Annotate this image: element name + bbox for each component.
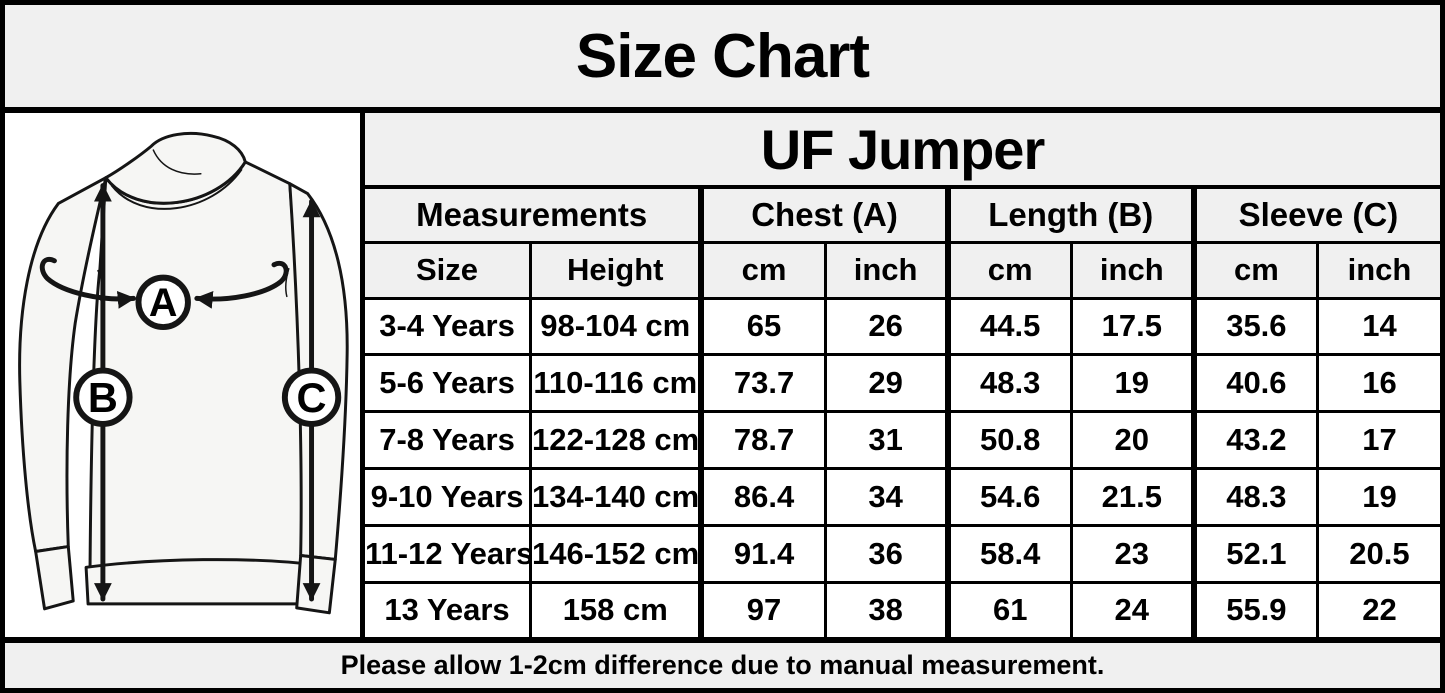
table-cell: 11-12 Years: [365, 523, 533, 584]
size-table-body: 3-4 Years 98-104 cm 65 26 44.5 17.5 35.6 14 5-6 …: [365, 296, 1440, 637]
measurements-header: Measurements: [365, 189, 703, 244]
table-cell: 98-104 cm: [529, 296, 703, 357]
table-cell: 122-128 cm: [529, 410, 703, 471]
table-cell: 58.4: [944, 523, 1073, 584]
table-cell: 134-140 cm: [529, 467, 703, 527]
chest-header: Chest (A): [698, 189, 950, 244]
table-cell: 13 Years: [365, 580, 533, 637]
content-area: A B C UF Jumper: [5, 113, 1440, 637]
sleeve-cm-header: cm: [1190, 240, 1319, 300]
size-table: Measurements Chest (A) Length (B) Sleeve…: [365, 189, 1440, 637]
chest-cm-header: cm: [698, 240, 827, 300]
table-cell: 73.7: [698, 353, 827, 414]
table-cell: 48.3: [1190, 467, 1319, 527]
product-name: UF Jumper: [760, 117, 1045, 181]
table-cell: 110-116 cm: [529, 353, 703, 414]
table-row: 13 Years 158 cm 97 38 61 24 55.9 22: [365, 580, 1440, 637]
table-cell: 36: [823, 523, 950, 584]
size-column-header: Size: [365, 240, 533, 300]
table-cell: 38: [823, 580, 950, 637]
table-cell: 40.6: [1190, 353, 1319, 414]
table-cell: 31: [823, 410, 950, 471]
chest-arrow-left-icon: [39, 256, 137, 309]
table-cell: 19: [1315, 467, 1440, 527]
table-cell: 86.4: [698, 467, 827, 527]
table-cell: 61: [944, 580, 1073, 637]
table-cell: 24: [1069, 580, 1196, 637]
table-row: 11-12 Years 146-152 cm 91.4 36 58.4 23 52.1 20.…: [365, 523, 1440, 584]
table-cell: 14: [1315, 296, 1440, 357]
table-cell: 65: [698, 296, 827, 357]
sleeve-header: Sleeve (C): [1190, 189, 1440, 244]
table-cell: 20: [1069, 410, 1196, 471]
chest-inch-header: inch: [823, 240, 950, 300]
sleeve-label: C: [297, 374, 327, 421]
table-cell: 7-8 Years: [365, 410, 533, 471]
measurement-badges: A B C: [73, 274, 342, 427]
length-inch-header: inch: [1069, 240, 1196, 300]
table-row: 7-8 Years 122-128 cm 78.7 31 50.8 20 43.2 17: [365, 410, 1440, 471]
length-label: B: [88, 374, 118, 421]
table-cell: 50.8: [944, 410, 1073, 471]
table-cell: 44.5: [944, 296, 1073, 357]
table-cell: 9-10 Years: [365, 467, 533, 527]
size-table-area: UF Jumper Measurements Chest (A) Length …: [365, 113, 1440, 637]
footer-note: Please allow 1-2cm difference due to man…: [340, 650, 1105, 680]
table-cell: 55.9: [1190, 580, 1319, 637]
height-column-header: Height: [529, 240, 703, 300]
table-cell: 22: [1315, 580, 1440, 637]
length-badge-circle: [73, 367, 133, 427]
table-cell: 91.4: [698, 523, 827, 584]
page-title: Size Chart: [575, 21, 870, 91]
product-name-band: UF Jumper: [365, 113, 1440, 189]
table-row: 9-10 Years 134-140 cm 86.4 34 54.6 21.5 48.3 19: [365, 467, 1440, 527]
sleeve-inch-header: inch: [1315, 240, 1440, 300]
table-cell: 43.2: [1190, 410, 1319, 471]
sleeve-badge-circle: [281, 367, 342, 427]
table-cell: 3-4 Years: [365, 296, 533, 357]
chest-badge-circle: [135, 274, 191, 331]
table-cell: 146-152 cm: [529, 523, 703, 584]
table-cell: 19: [1069, 353, 1196, 414]
group-header-row: Measurements Chest (A) Length (B) Sleeve…: [365, 189, 1440, 244]
jumper-measurement-diagram-icon: A B C: [18, 131, 349, 615]
table-cell: 16: [1315, 353, 1440, 414]
table-cell: 20.5: [1315, 523, 1440, 584]
table-cell: 158 cm: [529, 580, 703, 637]
table-row: 5-6 Years 110-116 cm 73.7 29 48.3 19 40.6 16: [365, 353, 1440, 414]
chest-label: A: [149, 281, 178, 325]
table-cell: 23: [1069, 523, 1196, 584]
table-cell: 17.5: [1069, 296, 1196, 357]
jumper-illustration-panel: A B C: [5, 113, 365, 637]
table-row: 3-4 Years 98-104 cm 65 26 44.5 17.5 35.6 14: [365, 296, 1440, 357]
table-cell: 5-6 Years: [365, 353, 533, 414]
chest-arrow-right-icon: [194, 260, 289, 309]
table-cell: 54.6: [944, 467, 1073, 527]
table-cell: 78.7: [698, 410, 827, 471]
title-band: Size Chart: [5, 5, 1440, 113]
table-cell: 26: [823, 296, 950, 357]
footer-band: Please allow 1-2cm difference due to man…: [5, 637, 1440, 688]
table-cell: 21.5: [1069, 467, 1196, 527]
table-cell: 35.6: [1190, 296, 1319, 357]
table-cell: 48.3: [944, 353, 1073, 414]
length-cm-header: cm: [944, 240, 1073, 300]
length-header: Length (B): [944, 189, 1196, 244]
table-cell: 29: [823, 353, 950, 414]
table-cell: 52.1: [1190, 523, 1319, 584]
table-cell: 97: [698, 580, 827, 637]
sub-header-row: Size Height cm inch cm inch cm inch: [365, 240, 1440, 300]
table-cell: 17: [1315, 410, 1440, 471]
table-cell: 34: [823, 467, 950, 527]
